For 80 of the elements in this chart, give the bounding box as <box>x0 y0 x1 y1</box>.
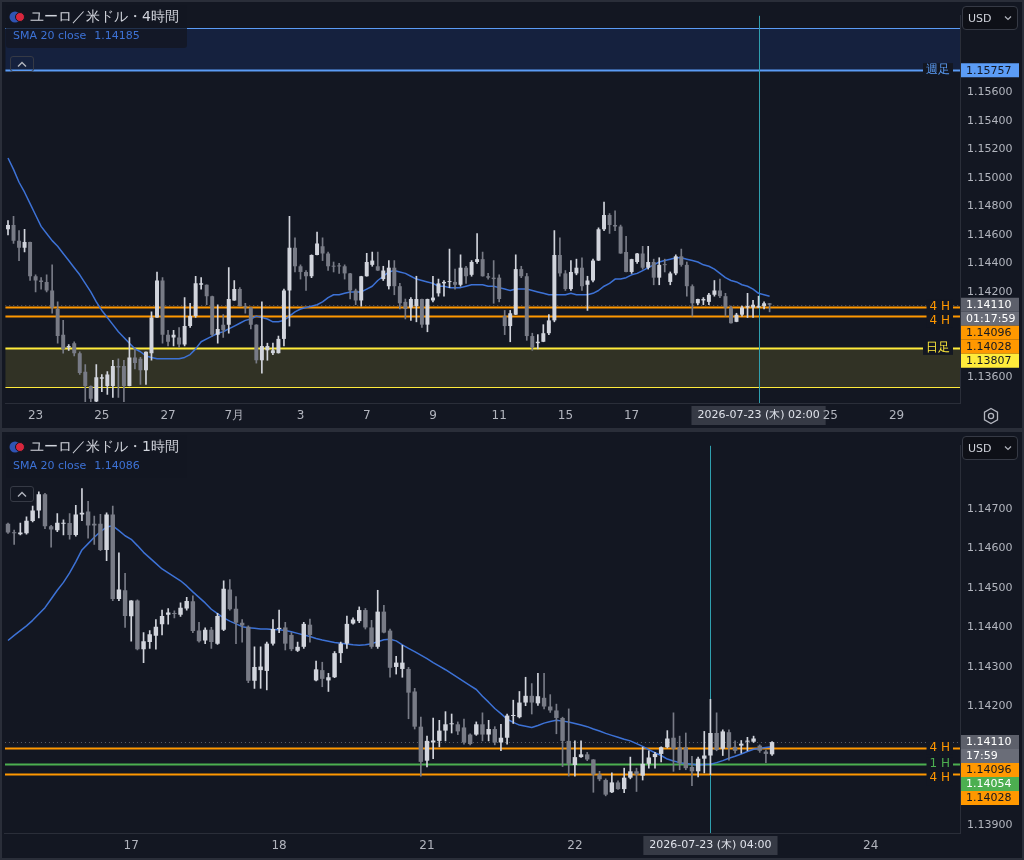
x-tick-label: 7 <box>362 408 371 423</box>
candlestick <box>511 699 516 724</box>
x-tick-label: 25 <box>94 408 110 423</box>
y-tick-label: 1.14400 <box>967 256 1013 270</box>
candlestick <box>116 552 122 601</box>
y-tick-label: 1.14600 <box>967 541 1013 555</box>
candlestick <box>475 233 480 264</box>
y-tick-label: 1.14500 <box>967 580 1013 594</box>
x-tick-label: 17 <box>623 408 640 423</box>
chart-title: ユーロ／米ドル・4時間 <box>30 8 179 26</box>
text: 1.14110 <box>966 298 1012 312</box>
y-tick-label: 1.13900 <box>967 817 1013 831</box>
candlestick <box>337 263 342 274</box>
x-tick-label: 15 <box>557 408 574 423</box>
candlestick <box>243 302 248 314</box>
candlestick <box>215 304 220 344</box>
annotation: 1.14086 <box>94 459 140 472</box>
ref-line-label: 4 H <box>929 770 950 785</box>
x-tick-label: 23 <box>27 408 44 423</box>
candlestick <box>304 270 309 291</box>
x-tick-label: 29 <box>888 408 905 423</box>
ref-line-label: 4 H <box>929 298 950 313</box>
y-tick-label: 1.15200 <box>967 142 1013 156</box>
y-axis-title: USD <box>968 11 992 25</box>
y-tick-label: 1.15400 <box>967 113 1013 127</box>
candlestick <box>662 258 667 273</box>
text: 1.13807 <box>966 354 1012 368</box>
text: 17:59 <box>966 749 998 763</box>
x-tick-label: 7月 <box>224 408 245 423</box>
currency-dropdown: USD <box>962 6 1018 30</box>
x-tick-label: 18 <box>271 838 287 853</box>
x-tick-label: 25 <box>822 408 838 423</box>
x-tick-label: 24 <box>863 838 879 853</box>
ref-line-label: 4 H <box>929 312 950 327</box>
text: 1.15757 <box>966 63 1012 77</box>
ref-line-label: 週足 <box>926 62 950 77</box>
x-tick-label: 17 <box>123 838 139 853</box>
ref-line-label: 日足 <box>926 340 950 355</box>
text: SMA 20 close <box>13 459 87 472</box>
text: 1.14054 <box>966 777 1012 791</box>
y-tick-label: 1.14800 <box>967 199 1013 213</box>
text: 1.14028 <box>966 340 1012 354</box>
x-tick-label: 2026-07-23 (木) 04:00 <box>649 838 772 852</box>
candlestick <box>11 529 17 545</box>
y-tick-label: 1.15000 <box>967 170 1013 184</box>
candlestick <box>165 608 171 625</box>
text: 1.14028 <box>966 791 1012 805</box>
x-tick-label: 9 <box>429 408 437 423</box>
x-tick-label: 22 <box>567 838 583 853</box>
x-tick-label: 21 <box>419 838 435 853</box>
y-tick-label: 1.15600 <box>967 85 1013 99</box>
annotation: 1.14185 <box>94 29 140 42</box>
x-tick-label: 27 <box>160 408 176 423</box>
x-tick-label: 11 <box>491 408 507 423</box>
x-tick-label: 2026-07-23 (木) 02:00 <box>697 408 820 422</box>
y-tick-label: 1.14600 <box>967 227 1013 241</box>
ref-line-label: 4 H <box>929 739 950 754</box>
x-tick-label: 3 <box>296 408 305 423</box>
y-tick-label: 1.14300 <box>967 659 1013 673</box>
text: 1.14110 <box>966 735 1012 749</box>
y-tick-label: 1.14700 <box>967 501 1013 515</box>
candlestick <box>529 683 534 715</box>
y-tick-label: 1.13600 <box>967 370 1013 384</box>
candlestick <box>702 731 707 774</box>
text: 01:17:59 <box>966 312 1016 326</box>
candlestick <box>17 230 22 261</box>
candlestick <box>578 740 584 758</box>
ref-line-label: 1 H <box>929 756 950 771</box>
y-tick-label: 1.14200 <box>967 284 1013 298</box>
text: 1.14096 <box>966 326 1012 340</box>
text: SMA 20 close <box>13 29 87 42</box>
y-axis-title: USD <box>968 441 992 455</box>
currency-dropdown: USD <box>962 436 1018 460</box>
text: 1.14096 <box>966 763 1012 777</box>
candlestick <box>453 268 458 290</box>
y-tick-label: 1.14200 <box>967 699 1013 713</box>
chart-title: ユーロ／米ドル・1時間 <box>30 438 179 456</box>
y-tick-label: 1.14400 <box>967 620 1013 634</box>
candlestick <box>572 740 578 777</box>
candlestick <box>541 672 547 710</box>
